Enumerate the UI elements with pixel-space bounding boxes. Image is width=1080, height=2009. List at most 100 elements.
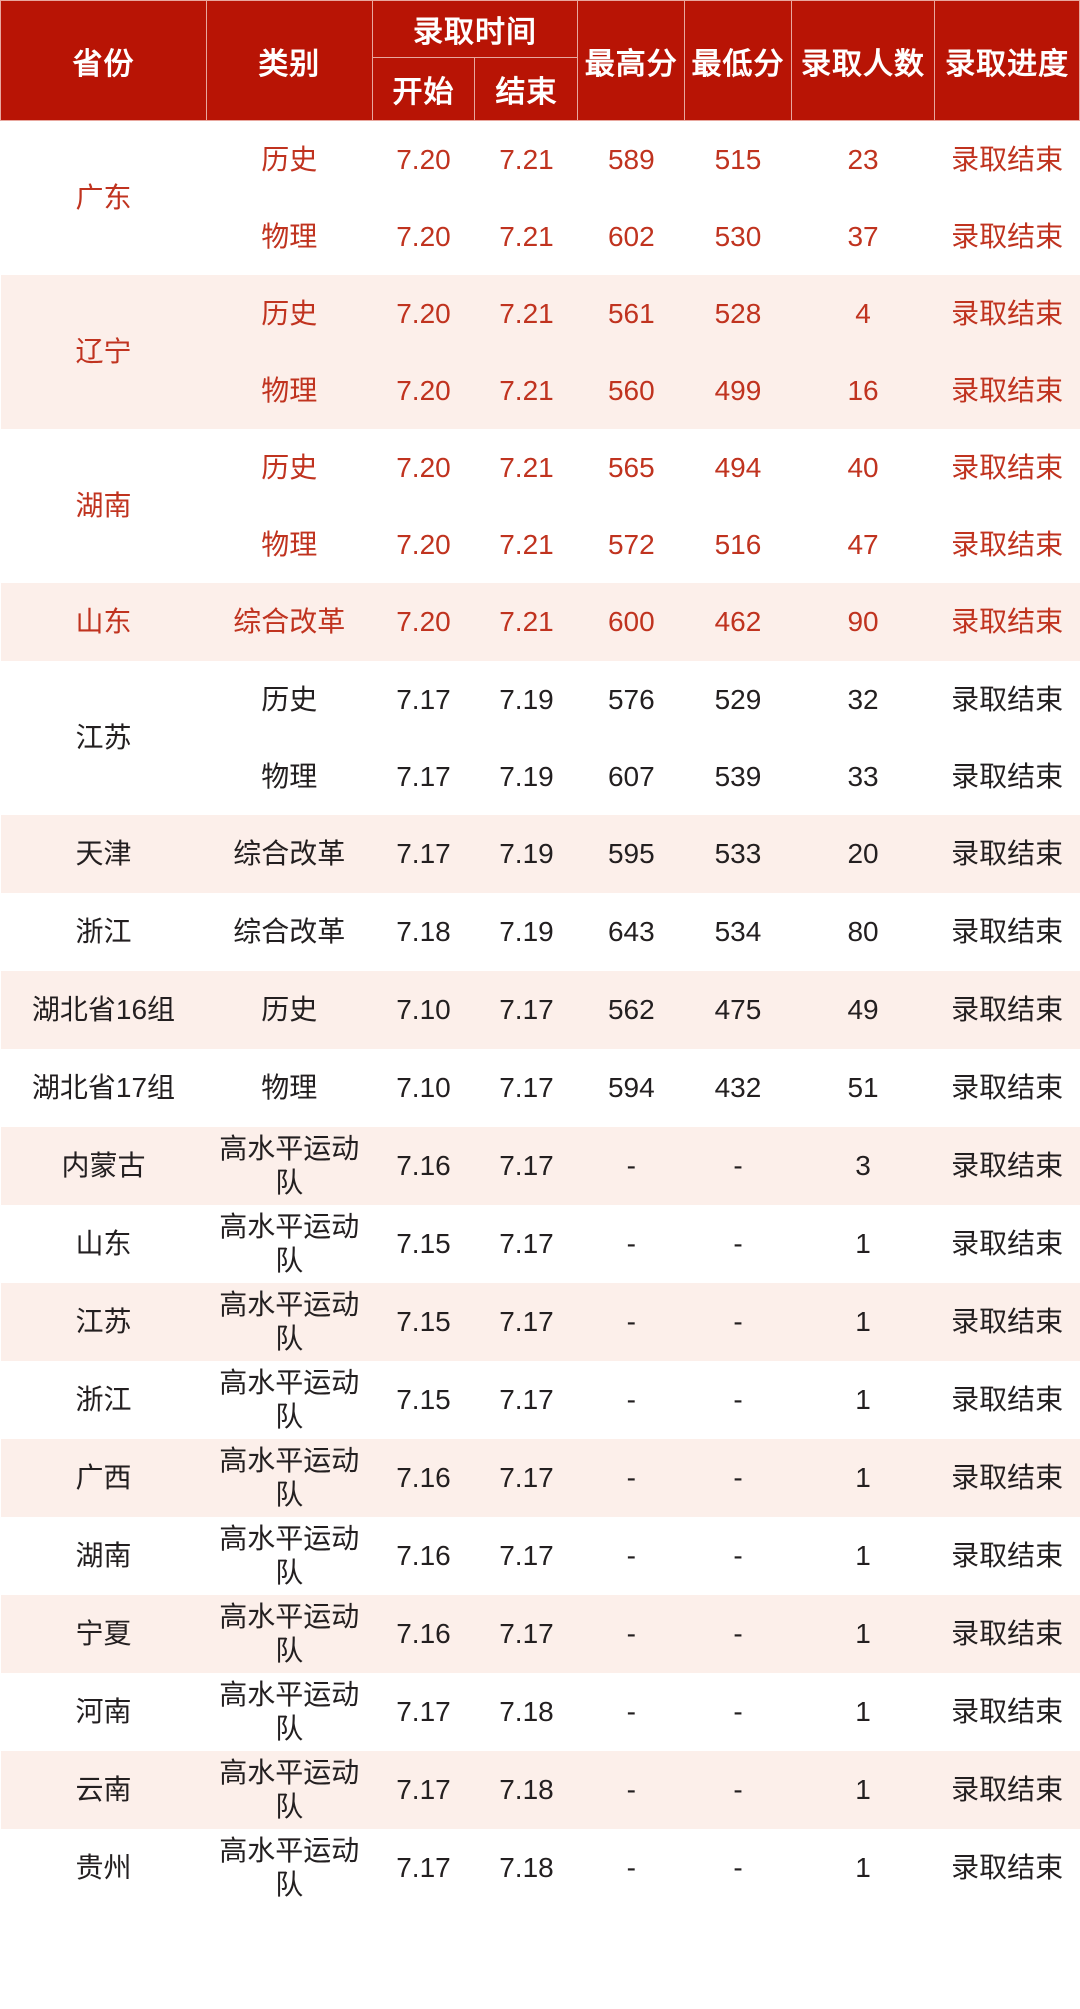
table-row: 山东 高水平运动队 7.15 7.17- -1 录取结束 (0, 1205, 1080, 1283)
cell-progress: 录取结束 (934, 1751, 1080, 1829)
cell-start-date: 7.20 (372, 429, 475, 506)
cell-end-date: 7.19 (474, 815, 578, 893)
cell-province: 湖南 (0, 1517, 207, 1595)
cell-admitted-count: 4 (791, 275, 935, 352)
cell-end-date: 7.21 (474, 352, 578, 429)
cell-start-date: 7.17 (372, 1751, 475, 1829)
cell-start-date: 7.20 (372, 352, 475, 429)
table-row: 湖北省17组 物理 7.10 7.17 594 432 51 录取结束 (0, 1049, 1080, 1127)
cell-admitted-count: 1 (791, 1751, 935, 1829)
cell-progress: 录取结束 (934, 120, 1080, 198)
table-row: 物理 7.20 7.21 602 530 37 录取结束 (1, 198, 1080, 275)
cell-end-date: 7.18 (474, 1673, 578, 1751)
cell-lowest-score: - (684, 1829, 792, 1907)
cell-lowest-score: 475 (684, 971, 792, 1049)
cell-progress: 录取结束 (934, 1127, 1080, 1205)
column-header-end-date: 结束 (474, 57, 579, 121)
cell-start-date: 7.17 (372, 1829, 475, 1907)
cell-start-date: 7.20 (372, 120, 475, 198)
cell-progress: 录取结束 (934, 1361, 1080, 1439)
table-row: 云南 高水平运动队 7.17 7.18- -1 录取结束 (0, 1751, 1080, 1829)
cell-end-date: 7.17 (474, 1595, 578, 1673)
cell-highest-score: 576 (577, 661, 685, 738)
cell-lowest-score: - (684, 1517, 792, 1595)
cell-category: 高水平运动队 (206, 1127, 372, 1205)
cell-lowest-score: - (684, 1361, 792, 1439)
table-row: 江苏 高水平运动队 7.15 7.17- -1 录取结束 (0, 1283, 1080, 1361)
cell-admitted-count: 23 (791, 120, 935, 198)
cell-progress: 录取结束 (934, 738, 1080, 815)
cell-province: 山东 (0, 583, 207, 661)
cell-category: 物理 (206, 1049, 372, 1127)
cell-admitted-count: 16 (791, 352, 935, 429)
cell-lowest-score: 494 (684, 429, 792, 506)
cell-category: 高水平运动队 (206, 1517, 372, 1595)
cell-province: 浙江 (0, 1361, 207, 1439)
cell-highest-score: 572 (577, 506, 685, 583)
table-row: 辽宁 历史 7.20 7.21 561 528 4 录取结束 (0, 275, 1080, 429)
cell-highest-score: 602 (577, 198, 685, 275)
cell-lowest-score: 515 (684, 120, 792, 198)
cell-end-date: 7.19 (474, 893, 578, 971)
cell-lowest-score: 528 (684, 275, 792, 352)
cell-highest-score: 565 (577, 429, 685, 506)
table-row: 广西 高水平运动队 7.16 7.17- -1 录取结束 (0, 1439, 1080, 1517)
table-row: 物理 7.20 7.21 560 499 16 录取结束 (1, 352, 1080, 429)
cell-highest-score: 595 (577, 815, 685, 893)
cell-lowest-score: - (684, 1751, 792, 1829)
table-row: 贵州 高水平运动队 7.17 7.18- -1 录取结束 (0, 1829, 1080, 1907)
cell-start-date: 7.17 (372, 738, 475, 815)
cell-lowest-score: 462 (684, 583, 792, 661)
cell-progress: 录取结束 (934, 352, 1080, 429)
cell-start-date: 7.16 (372, 1517, 475, 1595)
cell-highest-score: 561 (577, 275, 685, 352)
cell-category: 物理 (206, 198, 372, 275)
table-row: 湖北省16组 历史 7.10 7.17 562 475 49 录取结束 (0, 971, 1080, 1049)
table-row: 物理 7.20 7.21 572 516 47 录取结束 (1, 506, 1080, 583)
cell-lowest-score: - (684, 1127, 792, 1205)
cell-province: 河南 (0, 1673, 207, 1751)
cell-start-date: 7.16 (372, 1127, 475, 1205)
cell-progress: 录取结束 (934, 1049, 1080, 1127)
table-row: 湖南 历史 7.20 7.21 565 494 40 录取结束 (0, 429, 1080, 583)
cell-progress: 录取结束 (934, 275, 1080, 352)
cell-province: 湖南 (0, 429, 207, 583)
cell-end-date: 7.21 (474, 275, 578, 352)
cell-start-date: 7.16 (372, 1439, 475, 1517)
cell-lowest-score: - (684, 1595, 792, 1673)
cell-province: 宁夏 (0, 1595, 207, 1673)
cell-category: 物理 (206, 738, 372, 815)
admission-progress-table: 省份 类别 录取时间 最高分 最低分 录取人数 录取进度 开始 结束 广东 历史 7… (0, 0, 1080, 1907)
cell-lowest-score: 432 (684, 1049, 792, 1127)
cell-start-date: 7.17 (372, 1673, 475, 1751)
cell-category: 历史 (206, 275, 372, 352)
table-row: 天津 综合改革 7.17 7.19 595 533 20 录取结束 (0, 815, 1080, 893)
cell-end-date: 7.21 (474, 583, 578, 661)
cell-end-date: 7.17 (474, 1439, 578, 1517)
cell-province: 内蒙古 (0, 1127, 207, 1205)
cell-end-date: 7.21 (474, 506, 578, 583)
cell-category: 高水平运动队 (206, 1751, 372, 1829)
cell-progress: 录取结束 (934, 1205, 1080, 1283)
table-row: 江苏 历史 7.17 7.19 576 529 32 录取结束 (0, 661, 1080, 815)
table-row: 山东 综合改革 7.20 7.21 600 462 90 录取结束 (0, 583, 1080, 661)
cell-end-date: 7.17 (474, 1205, 578, 1283)
cell-province: 辽宁 (0, 275, 207, 429)
cell-category: 高水平运动队 (206, 1673, 372, 1751)
cell-progress: 录取结束 (934, 893, 1080, 971)
cell-highest-score: - (577, 1829, 685, 1907)
cell-category: 高水平运动队 (206, 1205, 372, 1283)
cell-progress: 录取结束 (934, 429, 1080, 506)
cell-start-date: 7.20 (372, 583, 475, 661)
cell-category: 高水平运动队 (206, 1595, 372, 1673)
column-header-category: 类别 (205, 0, 373, 121)
column-header-province: 省份 (0, 0, 207, 121)
table-row: 湖南 高水平运动队 7.16 7.17- -1 录取结束 (0, 1517, 1080, 1595)
cell-admitted-count: 51 (791, 1049, 935, 1127)
cell-progress: 录取结束 (934, 971, 1080, 1049)
cell-progress: 录取结束 (934, 583, 1080, 661)
cell-progress: 录取结束 (934, 198, 1080, 275)
cell-lowest-score: 529 (684, 661, 792, 738)
cell-start-date: 7.20 (372, 198, 475, 275)
cell-admitted-count: 3 (791, 1127, 935, 1205)
